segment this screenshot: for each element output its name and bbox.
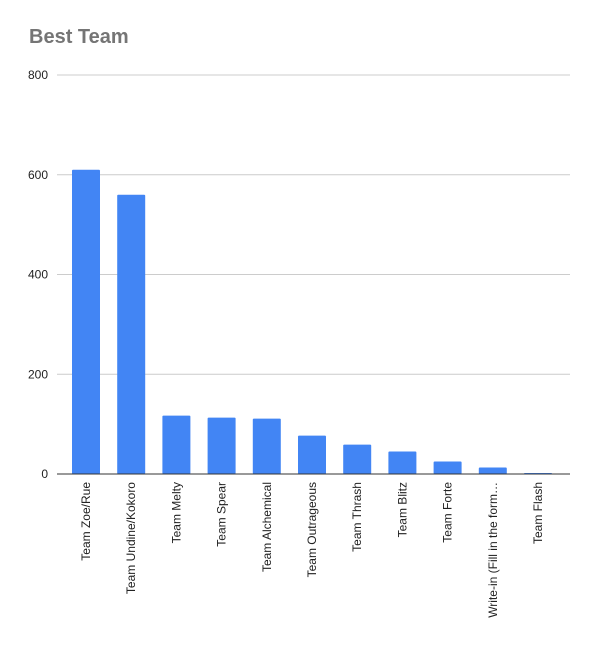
- y-axis-ticks: 0 200 400 600 800: [28, 68, 48, 481]
- y-tick-label: 200: [28, 367, 48, 381]
- x-category-label: Team Outrageous: [305, 482, 319, 577]
- bar-8: [433, 461, 462, 474]
- x-category-label: Team Undine/Kokoro: [124, 482, 138, 594]
- bars: [72, 169, 552, 474]
- y-tick-label: 600: [28, 168, 48, 182]
- y-tick-label: 800: [28, 68, 48, 82]
- x-category-label: Team Zoe/Rue: [79, 482, 93, 561]
- x-category-label: Team Forte: [441, 482, 455, 543]
- bar-3: [207, 417, 236, 474]
- bar-0: [72, 169, 100, 474]
- x-category-label: Team Melty: [169, 482, 183, 543]
- x-category-label: Team Alchemical: [260, 482, 274, 572]
- bar-2: [162, 415, 191, 474]
- bar-6: [343, 444, 372, 474]
- bar-7: [388, 451, 417, 474]
- x-category-label: Team Blitz: [395, 482, 409, 537]
- x-category-label: Team Thrash: [350, 482, 364, 552]
- x-category-label: Team Flash: [531, 482, 545, 544]
- y-tick-label: 400: [28, 268, 48, 282]
- x-axis-categories: Team Zoe/Rue Team Undine/Kokoro Team Melty…: [79, 482, 545, 618]
- bar-5: [298, 435, 326, 474]
- x-category-label: Team Spear: [215, 482, 229, 547]
- chart-title: Best Team: [29, 26, 129, 48]
- bar-4: [252, 418, 281, 474]
- x-category-label: Write-in (Fill in the form…: [486, 482, 500, 618]
- y-tick-label: 0: [41, 467, 48, 481]
- bar-1: [117, 194, 146, 474]
- bar-9: [478, 467, 507, 474]
